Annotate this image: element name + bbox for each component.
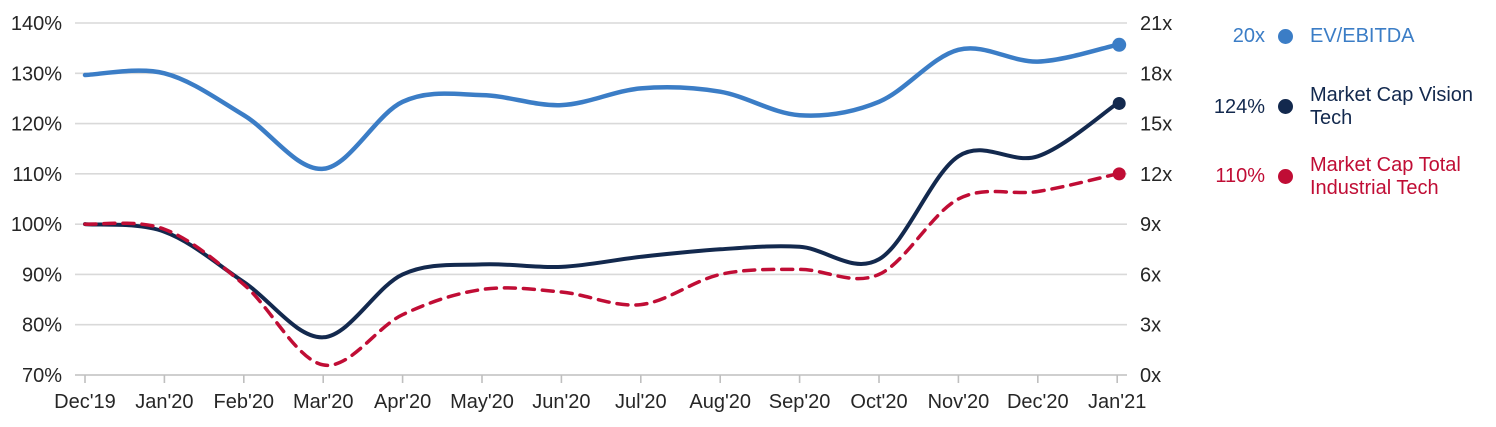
series-line-market-cap-vision-tech xyxy=(83,101,1120,340)
x-axis-label: Jan'20 xyxy=(135,391,193,413)
chart-legend: 20x EV/EBITDA 124% Market Cap Vision Tec… xyxy=(1195,25,1485,199)
y-axis-label-right: 18x xyxy=(1140,63,1172,85)
series-end-dot xyxy=(1112,37,1127,52)
y-axis-label-left: 140% xyxy=(11,13,62,35)
x-axis-label: Apr'20 xyxy=(374,391,431,413)
legend-label: Market Cap Total Industrial Tech xyxy=(1310,154,1461,199)
x-axis-label: Nov'20 xyxy=(928,391,990,413)
series-line-ev-ebitda xyxy=(82,42,1120,172)
y-axis-label-right: 15x xyxy=(1140,114,1172,136)
y-axis-label-left: 100% xyxy=(11,214,62,236)
x-axis-label: Aug'20 xyxy=(689,391,751,413)
legend-label: EV/EBITDA xyxy=(1310,25,1415,47)
series-dot-icon xyxy=(1278,169,1293,185)
y-axis-label-right: 12x xyxy=(1140,164,1172,186)
y-axis-label-right: 6x xyxy=(1140,264,1161,286)
x-axis-label: Jan'21 xyxy=(1088,391,1146,413)
series-line-market-cap-total-industrial-tech xyxy=(83,172,1119,367)
y-axis-label-left: 70% xyxy=(22,365,62,387)
y-axis-label-left: 130% xyxy=(11,63,62,85)
series-end-dot xyxy=(1112,167,1126,181)
y-axis-label-right: 0x xyxy=(1140,365,1161,387)
legend-item-vision-tech: 124% Market Cap Vision Tech xyxy=(1195,84,1485,129)
x-axis-label: Feb'20 xyxy=(214,391,275,413)
x-axis-label: Jul'20 xyxy=(615,391,667,413)
x-axis-label: Sep'20 xyxy=(769,391,831,413)
x-axis-label: Oct'20 xyxy=(850,391,907,413)
legend-label: Market Cap Vision Tech xyxy=(1310,84,1474,129)
series-end-dot xyxy=(1112,96,1126,110)
x-axis-label: Jun'20 xyxy=(532,391,590,413)
legend-value: 20x xyxy=(1232,25,1265,47)
x-axis-label: Dec'19 xyxy=(54,391,116,413)
legend-item-industrial-tech: 110% Market Cap Total Industrial Tech xyxy=(1195,154,1485,199)
series-dot-icon xyxy=(1278,99,1293,115)
x-axis-label: Dec'20 xyxy=(1007,391,1069,413)
y-axis-label-right: 9x xyxy=(1140,214,1161,236)
x-axis-label: May'20 xyxy=(450,391,514,413)
y-axis-label-right: 21x xyxy=(1140,13,1172,35)
y-axis-label-left: 90% xyxy=(22,264,62,286)
legend-value: 110% xyxy=(1215,165,1265,188)
y-axis-label-left: 80% xyxy=(22,315,62,337)
legend-value: 124% xyxy=(1213,95,1265,118)
y-axis-label-left: 120% xyxy=(11,114,62,136)
x-axis-label: Mar'20 xyxy=(293,391,354,413)
series-dot-icon xyxy=(1278,28,1293,44)
legend-item-ev-ebitda: 20x EV/EBITDA xyxy=(1195,25,1485,47)
y-axis-label-left: 110% xyxy=(12,164,62,186)
y-axis-label-right: 3x xyxy=(1140,315,1161,337)
